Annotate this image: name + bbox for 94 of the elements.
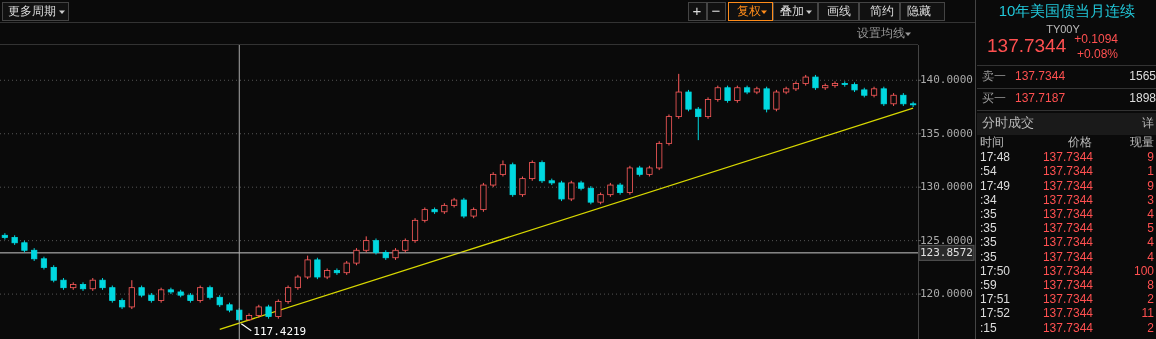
text: 复权: [737, 4, 761, 19]
text: :35: [980, 221, 998, 236]
text: 137.7344: [1042, 164, 1094, 179]
text: 100: [1133, 263, 1155, 278]
candlestick: [558, 180, 565, 202]
text: −: [711, 1, 721, 19]
ref-line-label: 123.8572: [920, 245, 973, 259]
text: 17:52: [980, 306, 1011, 321]
candlestick: [880, 86, 887, 107]
candlestick: [304, 255, 311, 280]
text: 设置均线: [857, 26, 905, 41]
candlestick: [128, 279, 135, 310]
text: 叠加: [780, 4, 804, 19]
text: 详: [1142, 116, 1154, 131]
text: 17:49: [980, 178, 1011, 193]
text: 买一: [982, 91, 1006, 106]
y-tick-label: 135.0000: [920, 126, 973, 140]
text: :59: [980, 277, 998, 292]
y-tick-label: 130.0000: [920, 180, 973, 194]
candlestick: [1, 232, 8, 241]
text: 9: [1147, 150, 1155, 165]
text: 11: [1141, 306, 1155, 321]
text: 1565: [1129, 69, 1156, 84]
text: 8: [1147, 277, 1155, 292]
text: :15: [980, 320, 998, 335]
text: :34: [980, 192, 998, 207]
text: 137.7344: [1042, 263, 1094, 278]
candlestick: [763, 86, 770, 113]
text: 9: [1147, 178, 1155, 193]
text: 17:48: [980, 150, 1011, 165]
text: 137.7344: [1042, 292, 1094, 307]
candlestick: [695, 106, 702, 141]
candlestick: [685, 89, 692, 112]
text: 137.7344: [1042, 221, 1094, 236]
text: 137.7344: [1042, 320, 1094, 335]
text: :54: [980, 164, 998, 179]
text: 2: [1147, 320, 1155, 335]
text: 更多周期: [8, 4, 56, 19]
candlestick: [910, 101, 917, 108]
candlestick: [773, 89, 780, 112]
candlestick: [275, 298, 282, 320]
text: 卖一: [982, 69, 1006, 84]
text: 1: [1147, 164, 1155, 179]
text: TY00Y: [1046, 22, 1081, 35]
text: 17:50: [980, 263, 1011, 278]
text: +: [692, 1, 702, 19]
y-tick-label: 140.0000: [920, 73, 973, 87]
text: 137.7187: [1015, 91, 1066, 106]
text: :35: [980, 235, 998, 250]
candlestick: [587, 185, 594, 205]
text: 137.7344: [1042, 178, 1094, 193]
candlestick: [333, 267, 341, 276]
text: +0.1094: [1074, 32, 1119, 47]
y-tick-label: 120.0000: [920, 287, 973, 301]
candlestick: [285, 285, 292, 305]
text: 137.7344: [987, 35, 1067, 57]
text: 10年美国债当月连续: [998, 1, 1136, 19]
text: :35: [980, 206, 998, 221]
text: 现量: [1130, 135, 1154, 150]
text: 4: [1147, 249, 1155, 264]
annotation: 117.4219: [253, 324, 307, 338]
text: 17:51: [980, 292, 1011, 307]
text: 137.7344: [1042, 306, 1094, 321]
text: +0.08%: [1076, 47, 1119, 62]
candlestick: [519, 176, 526, 198]
text: 137.7344: [1042, 277, 1094, 292]
candlestick: [704, 96, 712, 120]
candlestick: [831, 80, 839, 89]
text: 价格: [1067, 135, 1092, 150]
text: 画线: [827, 4, 851, 19]
text: 分时成交: [982, 115, 1034, 131]
y-tick-label: 125.0000: [920, 233, 973, 247]
text: 4: [1147, 206, 1155, 221]
text: 简约: [870, 4, 894, 19]
text: 3: [1147, 192, 1155, 207]
candlestick: [411, 217, 419, 244]
text: 137.7344: [1042, 206, 1094, 221]
text: 137.7344: [1042, 235, 1094, 250]
text: 5: [1147, 221, 1155, 236]
candlestick: [314, 257, 321, 280]
text: 137.7344: [1042, 249, 1094, 264]
text: 隐藏: [907, 4, 931, 19]
text: 137.7344: [1042, 150, 1094, 165]
text: 时间: [980, 135, 1004, 150]
text: :35: [980, 249, 998, 264]
candlestick: [460, 197, 467, 219]
text: 137.7344: [1042, 192, 1094, 207]
text: 137.7344: [1015, 69, 1066, 84]
candlestick: [529, 159, 536, 182]
text: 1898: [1129, 91, 1156, 106]
candlestick: [568, 180, 575, 202]
text: 4: [1147, 235, 1155, 250]
text: 2: [1147, 292, 1155, 307]
candlestick: [538, 159, 546, 184]
